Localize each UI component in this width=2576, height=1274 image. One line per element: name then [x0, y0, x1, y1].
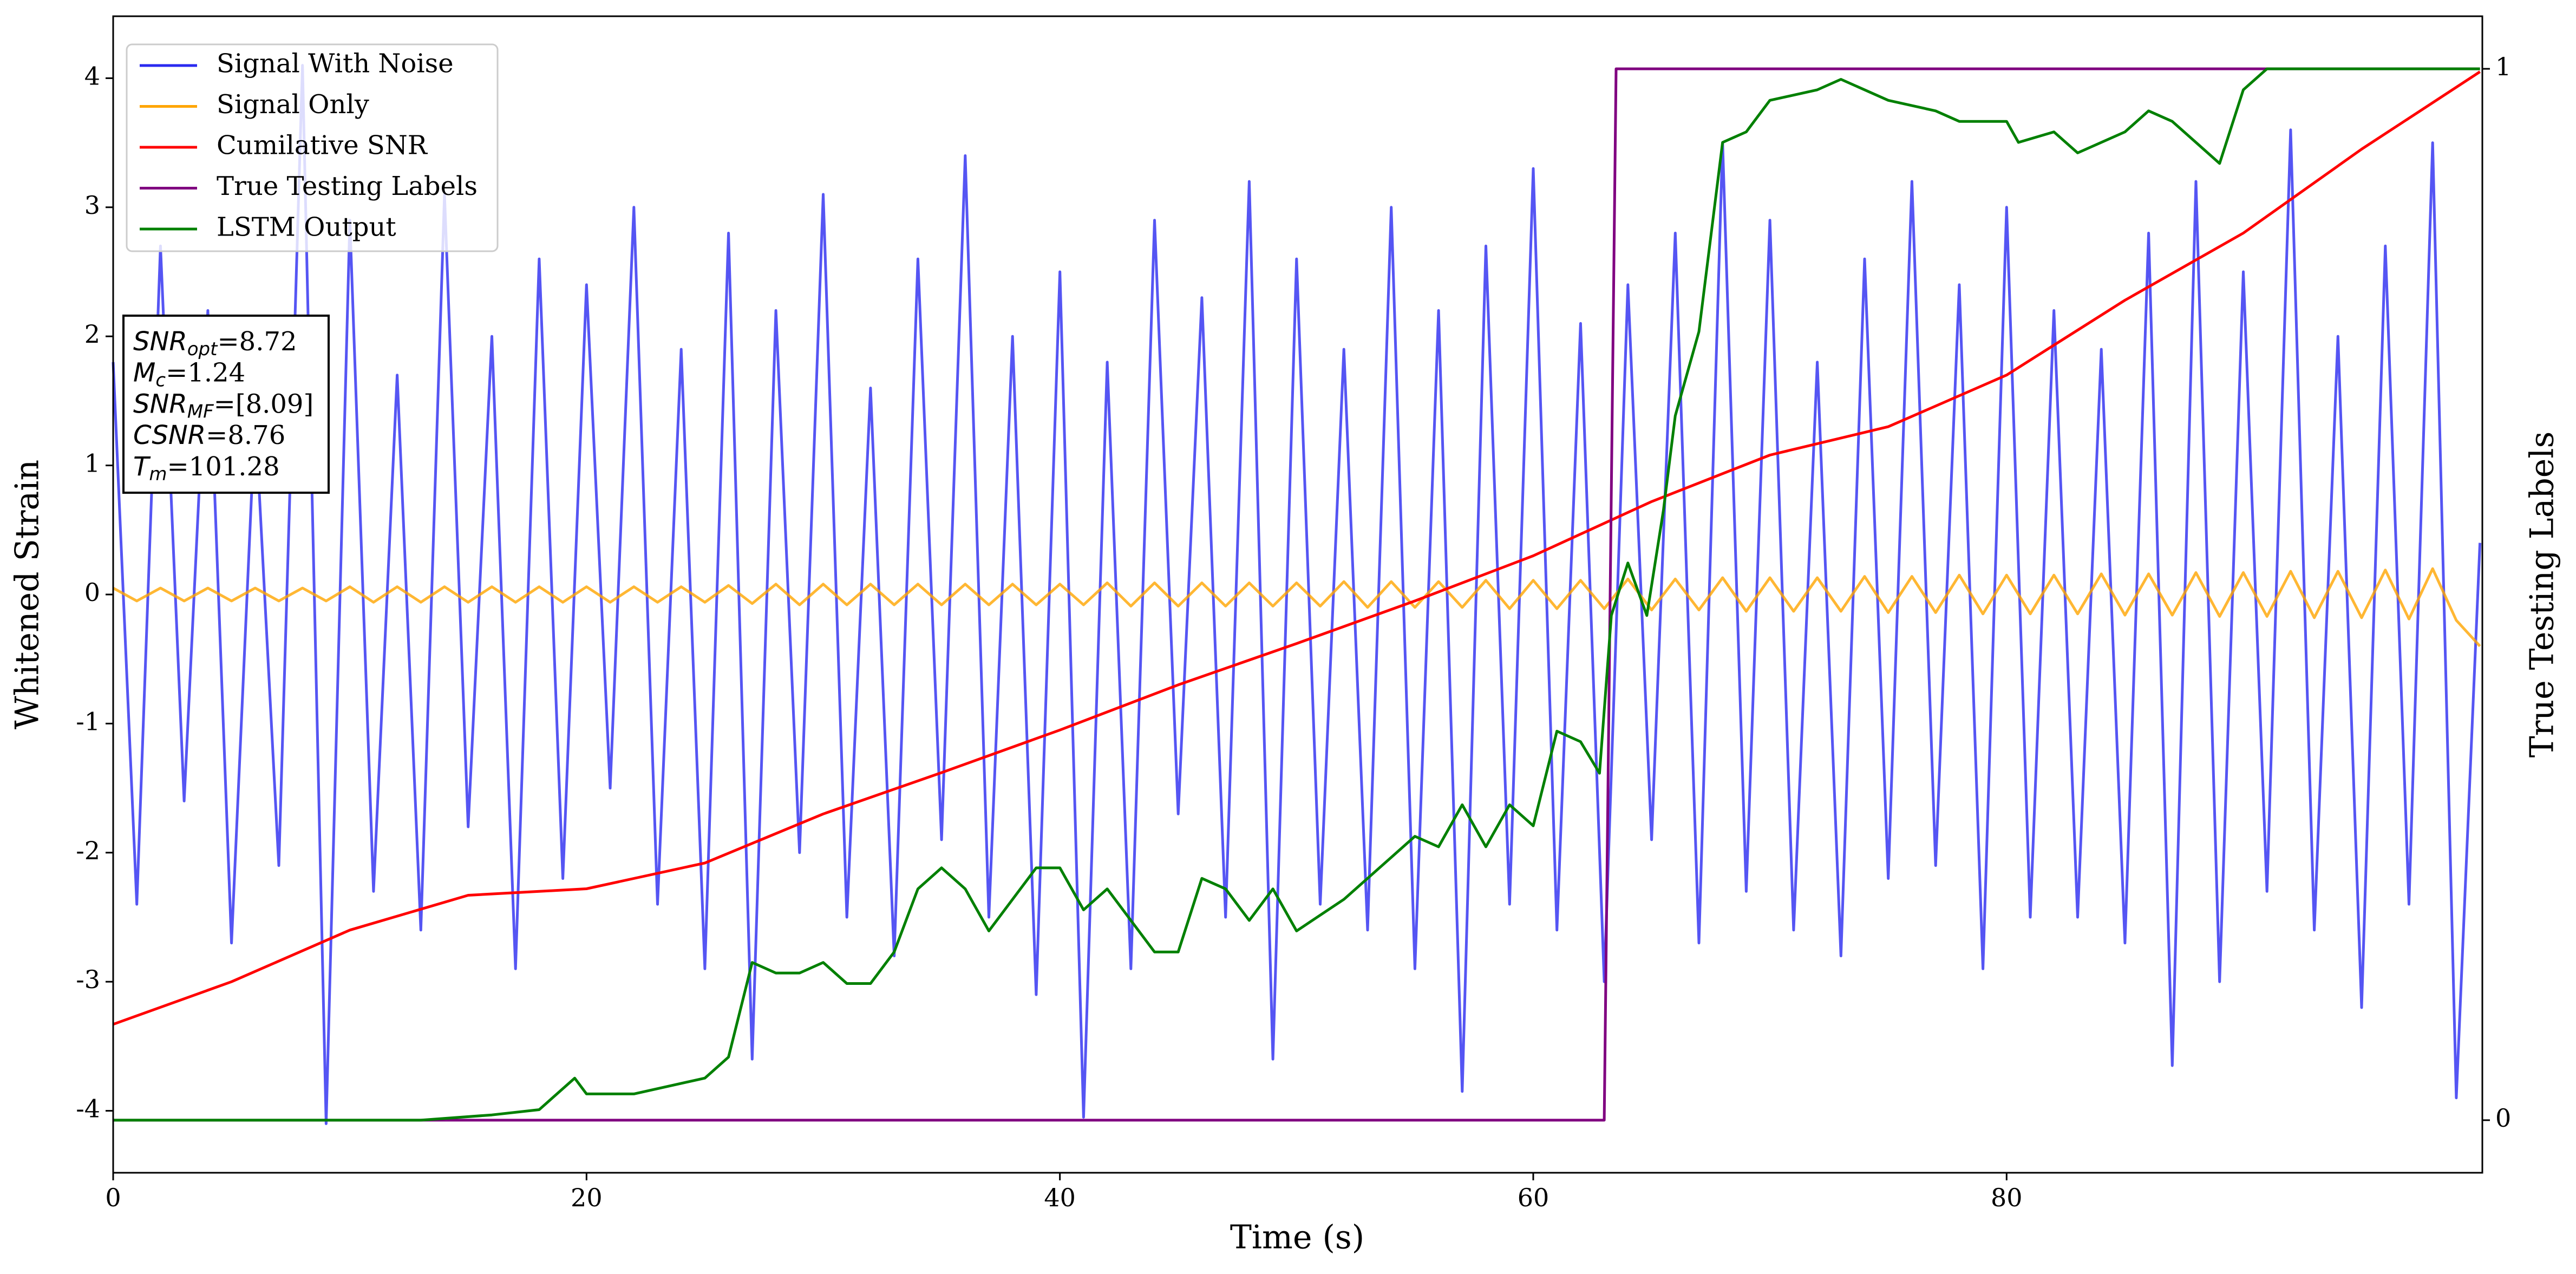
annotation-symbol: T: [133, 452, 151, 482]
y2-tick-label: 0: [2495, 1103, 2511, 1133]
legend-label: Cumilative SNR: [217, 130, 428, 161]
annotation-line: SNRMF=[8.09]: [133, 389, 313, 422]
series-line: [112, 64, 2482, 1125]
x-tick-label: 80: [1991, 1183, 2023, 1212]
annotation-line: Tm=101.28: [133, 451, 280, 485]
annotation-symbol: SNR: [133, 326, 187, 357]
y-tick-label: -4: [76, 1094, 100, 1123]
annotation-frame: [122, 315, 330, 494]
x-tick-label: 40: [1044, 1183, 1076, 1212]
annotation-subscript: m: [149, 463, 167, 485]
legend-label: Signal Only: [217, 89, 369, 120]
y2-axis-label: True Testing Labels: [2523, 432, 2561, 758]
y-tick-label: -3: [76, 965, 100, 994]
plot-area: [112, 64, 2482, 1125]
y-tick-label: -1: [76, 707, 100, 736]
y-tick-label: 2: [84, 319, 100, 349]
legend-label: LSTM Output: [217, 212, 396, 243]
annotation-box: SNRopt=8.72Mc=1.24SNRMF=[8.09]CSNR=8.76T…: [122, 315, 330, 494]
annotation-line: SNRopt=8.72: [133, 326, 297, 360]
annotation-symbol: M: [133, 358, 155, 388]
annotation-subscript: c: [155, 369, 166, 391]
y-tick-label: 4: [84, 61, 100, 90]
x-tick-label: 0: [105, 1183, 121, 1212]
annotation-value: =[8.09]: [214, 389, 314, 419]
y-axis-label: Whitened Strain: [9, 460, 47, 729]
y2-tick-label: 1: [2495, 52, 2511, 81]
annotation-subscript: MF: [187, 401, 214, 422]
annotation-subscript: opt: [187, 338, 218, 360]
legend-label: Signal With Noise: [217, 49, 454, 79]
series-line: [113, 67, 2480, 1122]
annotation-symbol: SNR: [133, 389, 187, 419]
y-tick-label: 1: [84, 449, 100, 478]
x-tick-label: 20: [571, 1183, 603, 1212]
annotation-line: Mc=1.24: [133, 357, 245, 391]
annotation-value: =1.24: [166, 357, 245, 388]
annotation-line: CSNR=8.76: [133, 420, 285, 451]
legend-box: [126, 43, 499, 252]
annotation-value: =8.76: [206, 420, 285, 450]
legend: Signal With Noise Signal Only Cumilative S…: [126, 43, 499, 252]
series-line: [113, 67, 2480, 1122]
y-tick-label: 3: [84, 191, 100, 220]
series-line: [112, 567, 2481, 648]
y-tick-label: -2: [76, 836, 100, 865]
y-tick-label: 0: [84, 578, 100, 607]
x-tick-label: 60: [1518, 1183, 1549, 1212]
legend-label: True Testing Labels: [217, 171, 478, 201]
annotation-symbol: CSNR: [133, 420, 206, 450]
series-line: [113, 70, 2481, 1026]
x-axis-label: Time (s): [1230, 1219, 1364, 1257]
annotation-value: =8.72: [217, 326, 297, 357]
annotation-value: =101.28: [167, 451, 279, 481]
